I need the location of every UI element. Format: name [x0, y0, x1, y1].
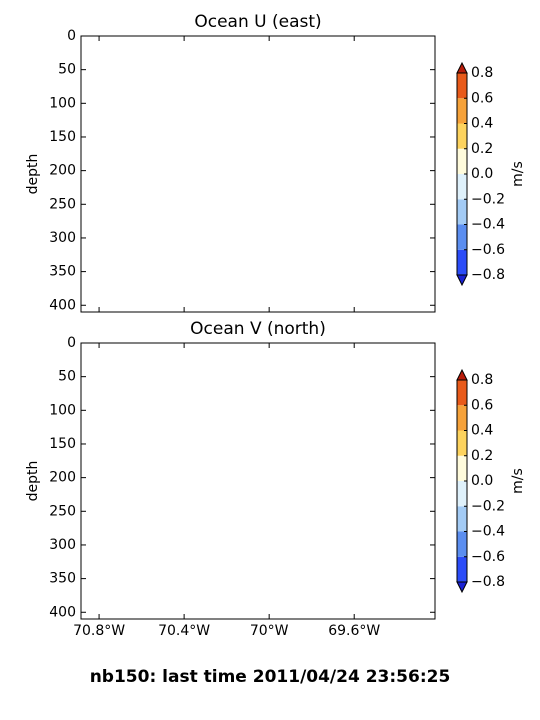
y-tick-label: 350	[49, 264, 76, 280]
colorbar-band	[457, 123, 467, 149]
x-tick-label: 70°W	[250, 623, 289, 639]
y-tick-label: 300	[49, 230, 76, 246]
colorbar-tick-label: 0.2	[471, 141, 493, 157]
x-tick-label: 70.4°W	[158, 623, 210, 639]
chart-title: Ocean V (north)	[190, 319, 326, 339]
colorbar-band	[457, 405, 467, 431]
colorbar-tick-label: 0.6	[471, 90, 493, 106]
colorbar-band	[457, 506, 467, 532]
colorbar-tick-label: 0.8	[471, 372, 493, 388]
y-tick-label: 100	[49, 402, 76, 418]
y-tick-label: 300	[49, 537, 76, 553]
colorbar-label: m/s	[510, 468, 526, 494]
chart-title: Ocean U (east)	[194, 12, 321, 32]
colorbar-band	[457, 98, 467, 124]
colorbar-tick-label: 0.2	[471, 448, 493, 464]
colorbar-tick-label: 0.0	[471, 473, 493, 489]
y-tick-label: 350	[49, 571, 76, 587]
colorbar-tick-label: −0.6	[471, 242, 505, 258]
y-tick-label: 150	[49, 436, 76, 452]
y-tick-label: 250	[49, 196, 76, 212]
colorbar-band	[457, 380, 467, 406]
colorbar-band	[457, 224, 467, 250]
colorbar-tick-label: −0.2	[471, 191, 505, 207]
y-tick-label: 200	[49, 470, 76, 486]
colorbar-tick-label: −0.4	[471, 524, 505, 540]
y-tick-label: 400	[49, 297, 76, 313]
y-tick-label: 100	[49, 95, 76, 111]
colorbar-tick-label: 0.6	[471, 397, 493, 413]
y-tick-label: 200	[49, 163, 76, 179]
y-tick-label: 50	[58, 369, 76, 385]
colorbar-tick-label: −0.8	[471, 267, 505, 283]
colorbar-band	[457, 481, 467, 507]
plot-area	[80, 342, 436, 620]
colorbar-band	[457, 531, 467, 557]
y-tick-label: 0	[67, 28, 76, 44]
colorbar-tick-label: −0.8	[471, 574, 505, 590]
y-tick-label: 250	[49, 503, 76, 519]
colorbar-tick-label: 0.4	[471, 423, 493, 439]
y-tick-label: 150	[49, 129, 76, 145]
y-axis-label: depth	[25, 461, 41, 502]
colorbar-band	[457, 430, 467, 456]
colorbar-label: m/s	[510, 161, 526, 187]
colorbar-band	[457, 249, 467, 275]
colorbar-tick-label: 0.4	[471, 116, 493, 132]
y-tick-label: 0	[67, 335, 76, 351]
colorbar-band	[457, 174, 467, 200]
x-tick-label: 69.6°W	[328, 623, 380, 639]
y-axis-label: depth	[25, 154, 41, 195]
colorbar-tick-label: −0.6	[471, 549, 505, 565]
colorbar-band	[457, 199, 467, 225]
colorbar-tick-label: −0.2	[471, 498, 505, 514]
y-tick-label: 50	[58, 62, 76, 78]
plot-area	[80, 35, 436, 313]
colorbar-band	[457, 73, 467, 99]
colorbar-tick-label: −0.4	[471, 217, 505, 233]
colorbar-tick-label: 0.8	[471, 65, 493, 81]
colorbar-band	[457, 455, 467, 481]
x-tick-label: 70.8°W	[73, 623, 125, 639]
colorbar-tick-label: 0.0	[471, 166, 493, 182]
colorbar-band	[457, 556, 467, 582]
y-tick-label: 400	[49, 604, 76, 620]
footer: nb150: last time 2011/04/24 23:56:25	[90, 667, 451, 687]
colorbar-band	[457, 148, 467, 174]
